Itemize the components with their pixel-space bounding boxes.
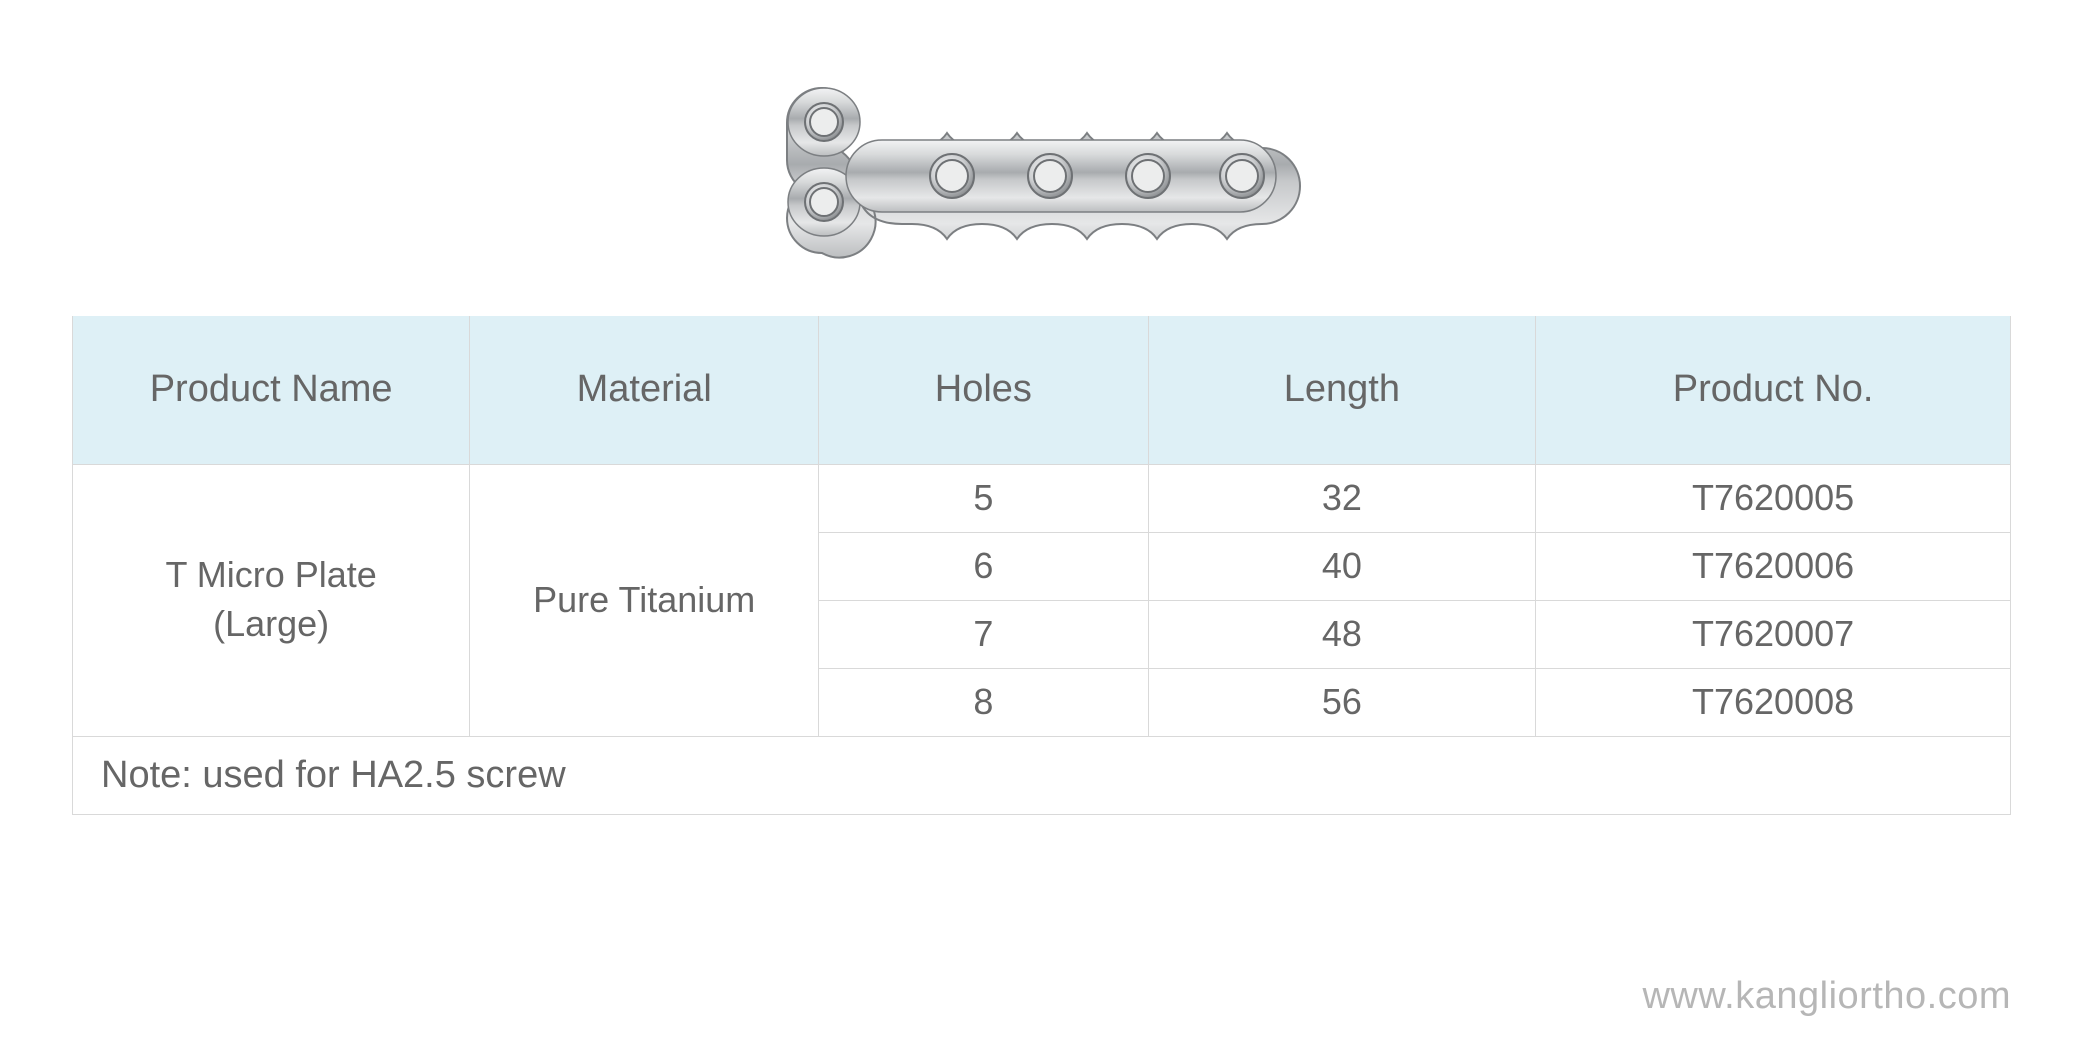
col-header-length: Length — [1148, 316, 1536, 464]
cell-holes: 8 — [819, 668, 1148, 736]
col-header-product-no: Product No. — [1536, 316, 2011, 464]
cell-product-no: T7620006 — [1536, 532, 2011, 600]
col-header-material: Material — [470, 316, 819, 464]
cell-holes: 5 — [819, 464, 1148, 532]
product-image-area — [0, 0, 2083, 316]
table-row: T Micro Plate (Large) Pure Titanium 5 32… — [73, 464, 2011, 532]
table-header-row: Product Name Material Holes Length Produ… — [73, 316, 2011, 464]
cell-product-no: T7620007 — [1536, 600, 2011, 668]
product-name-line1: T Micro Plate — [165, 554, 376, 595]
cell-length: 56 — [1148, 668, 1536, 736]
col-header-product-name: Product Name — [73, 316, 470, 464]
cell-material: Pure Titanium — [470, 464, 819, 736]
cell-holes: 6 — [819, 532, 1148, 600]
cell-length: 32 — [1148, 464, 1536, 532]
product-name-line2: (Large) — [213, 603, 329, 644]
table-note-row: Note: used for HA2.5 screw — [73, 736, 2011, 814]
cell-holes: 7 — [819, 600, 1148, 668]
cell-product-no: T7620005 — [1536, 464, 2011, 532]
cell-product-name: T Micro Plate (Large) — [73, 464, 470, 736]
cell-note: Note: used for HA2.5 screw — [73, 736, 2011, 814]
col-header-holes: Holes — [819, 316, 1148, 464]
spec-table-container: Product Name Material Holes Length Produ… — [0, 316, 2083, 815]
footer-url: www.kangliortho.com — [1642, 975, 2011, 1018]
cell-product-no: T7620008 — [1536, 668, 2011, 736]
t-micro-plate-illustration — [762, 78, 1322, 278]
cell-length: 48 — [1148, 600, 1536, 668]
cell-length: 40 — [1148, 532, 1536, 600]
spec-table: Product Name Material Holes Length Produ… — [72, 316, 2011, 815]
